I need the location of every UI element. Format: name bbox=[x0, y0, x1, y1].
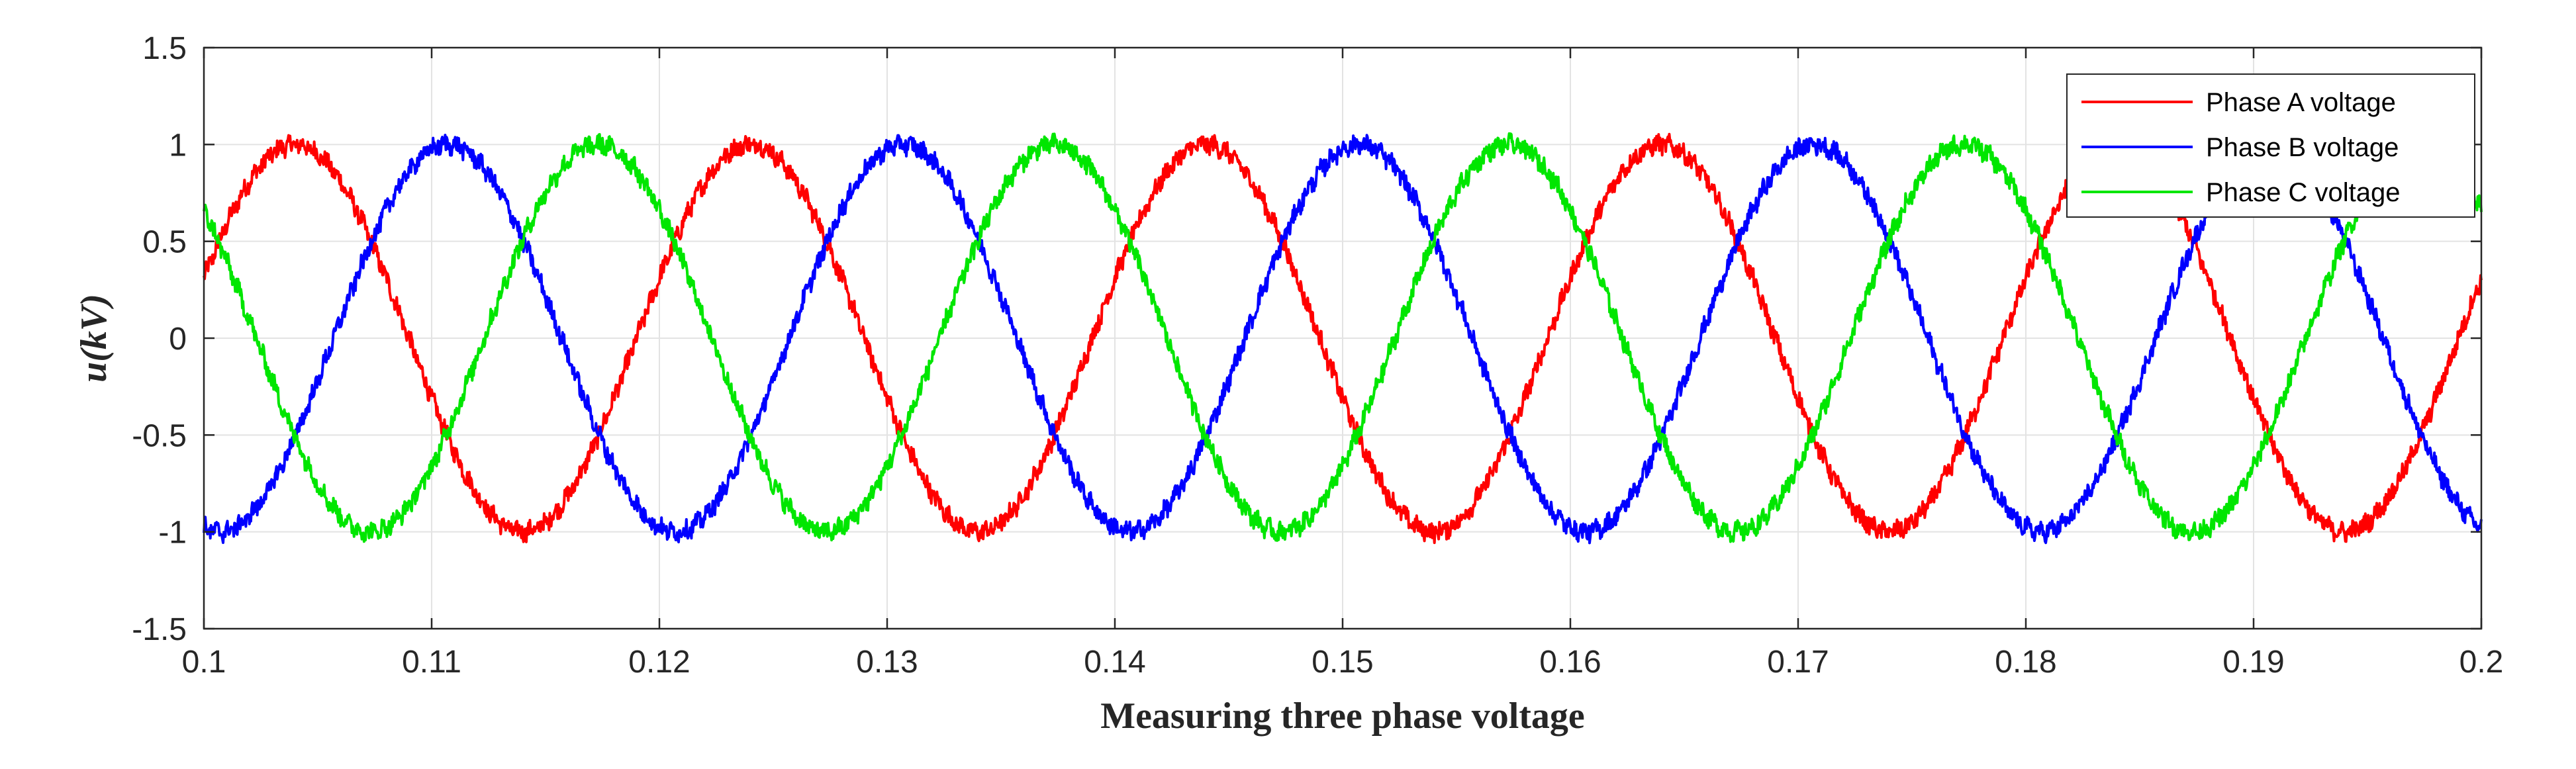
ticks bbox=[203, 46, 2483, 630]
legend-label-phase-a: Phase A voltage bbox=[2206, 88, 2396, 117]
x-axis-title: Measuring three phase voltage bbox=[1100, 696, 1585, 737]
series-line-phase-c bbox=[203, 132, 2483, 543]
x-tick-label: 0.13 bbox=[856, 645, 918, 680]
x-tick-label: 0.2 bbox=[2459, 645, 2504, 680]
y-axis-title: u(kV) bbox=[73, 294, 115, 383]
y-tick-label: 0.5 bbox=[142, 225, 187, 260]
y-tick-label: 1.5 bbox=[142, 31, 187, 66]
x-tick-label: 0.15 bbox=[1312, 645, 1373, 680]
legend: Phase A voltage Phase B voltage Phase C … bbox=[2066, 73, 2475, 218]
x-tick-label: 0.16 bbox=[1539, 645, 1601, 680]
y-tick-label: 1 bbox=[169, 128, 187, 163]
y-tick-label: -1.5 bbox=[132, 612, 187, 647]
x-tick-label: 0.18 bbox=[1995, 645, 2056, 680]
x-tick-label: 0.19 bbox=[2222, 645, 2284, 680]
y-tick-label: -1 bbox=[158, 516, 187, 551]
tick-labels: 0.1 0.11 0.12 0.13 0.14 0.15 0.16 0.17 0.18 0.19 0… bbox=[132, 31, 2503, 680]
legend-label-phase-b: Phase B voltage bbox=[2206, 133, 2399, 162]
x-tick-label: 0.17 bbox=[1767, 645, 1829, 680]
x-tick-label: 0.12 bbox=[628, 645, 690, 680]
x-tick-label: 0.1 bbox=[182, 645, 226, 680]
y-tick-label: -0.5 bbox=[132, 418, 187, 453]
x-tick-label: 0.14 bbox=[1084, 645, 1145, 680]
series-line-phase-b bbox=[203, 134, 2483, 545]
legend-label-phase-c: Phase C voltage bbox=[2206, 178, 2401, 207]
x-tick-label: 0.11 bbox=[402, 645, 461, 680]
y-tick-label: 0 bbox=[169, 322, 187, 357]
